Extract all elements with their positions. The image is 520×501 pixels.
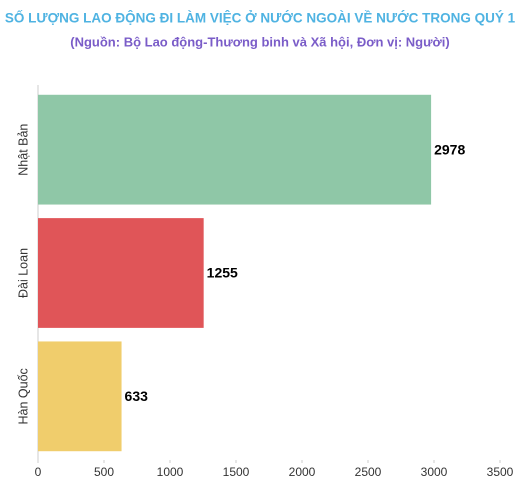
bar <box>38 218 204 328</box>
x-tick-label: 1500 <box>223 465 250 479</box>
y-tick-label: Đài Loan <box>16 248 30 298</box>
bar <box>38 94 432 205</box>
x-tick-label: 1000 <box>157 465 184 479</box>
y-tick-label: Hàn Quốc <box>16 368 30 424</box>
chart-subtitle: (Nguồn: Bộ Lao động-Thương binh và Xã hộ… <box>70 34 449 49</box>
value-label: 633 <box>125 388 149 404</box>
chart-title: SỐ LƯỢNG LAO ĐỘNG ĐI LÀM VIỆC Ở NƯỚC NGO… <box>5 11 516 26</box>
x-tick-label: 0 <box>35 465 42 479</box>
x-tick-label: 3000 <box>421 465 448 479</box>
y-tick-label: Nhật Bản <box>16 124 30 176</box>
bar <box>38 341 122 452</box>
x-tick-label: 3500 <box>487 465 514 479</box>
value-label: 2978 <box>434 141 465 157</box>
value-label: 1255 <box>207 265 238 281</box>
x-tick-label: 2000 <box>289 465 316 479</box>
x-tick-label: 2500 <box>355 465 382 479</box>
x-tick-label: 500 <box>94 465 114 479</box>
